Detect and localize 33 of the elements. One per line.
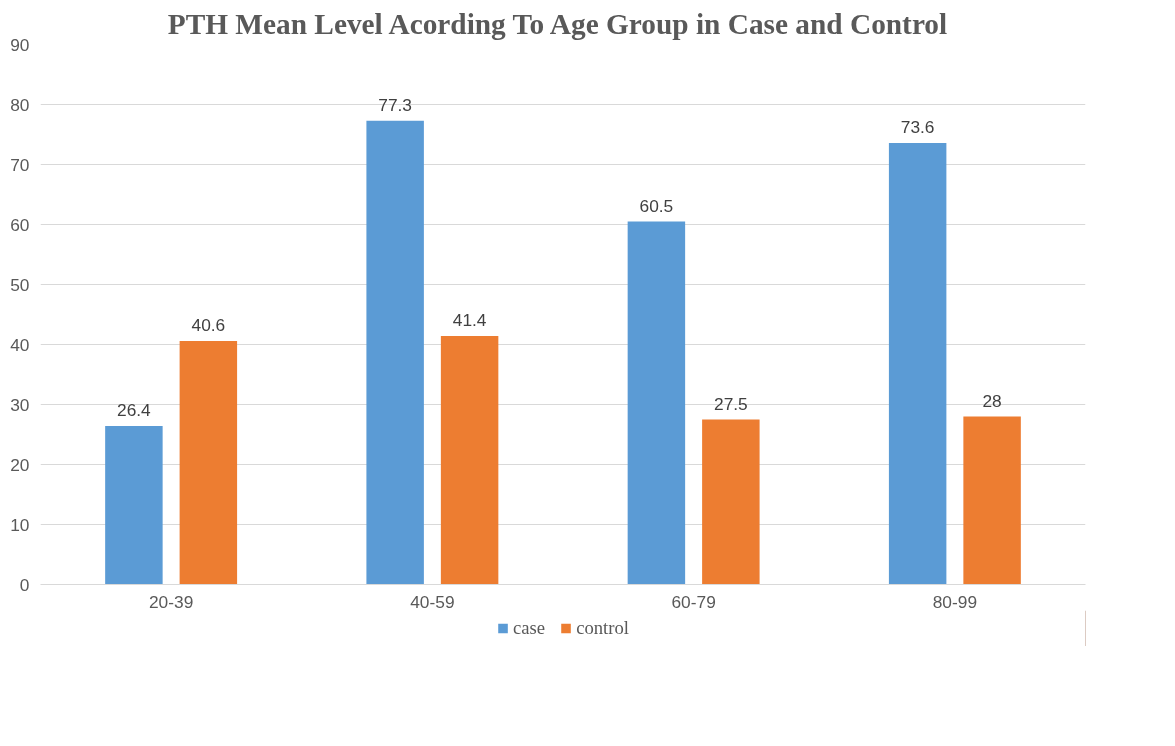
bar	[702, 419, 760, 585]
data-label: 40.6	[191, 314, 226, 335]
x-tick-label: 40-59	[410, 591, 455, 612]
data-label: 60.5	[639, 195, 674, 216]
data-label: 28	[982, 390, 1002, 411]
y-tick-label: 30	[10, 394, 30, 415]
bar	[963, 416, 1021, 585]
data-label: 26.4	[117, 400, 152, 421]
y-tick-label: 50	[10, 274, 30, 295]
y-tick-label: 70	[10, 154, 30, 175]
bar	[179, 340, 238, 585]
y-tick-label: 80	[10, 94, 30, 115]
data-label: 41.4	[452, 310, 487, 331]
y-tick-label: 10	[10, 514, 30, 535]
bar	[366, 120, 424, 585]
y-tick-label: 40	[10, 334, 30, 355]
legend-label: control	[576, 617, 629, 639]
bar	[105, 426, 163, 585]
y-tick-label: 0	[19, 574, 30, 595]
data-label: 77.3	[378, 94, 413, 115]
bar	[440, 336, 499, 585]
y-tick-label: 60	[10, 214, 30, 235]
bar	[888, 142, 947, 585]
legend-label: case	[513, 617, 546, 639]
y-tick-label: 20	[10, 454, 30, 475]
x-tick-label: 20-39	[148, 591, 194, 612]
data-label: 27.5	[713, 393, 748, 414]
data-label: 73.6	[900, 116, 935, 137]
bar	[627, 221, 686, 585]
chart-title: PTH Mean Level Acording To Age Group in Case and Control	[167, 7, 948, 40]
y-tick-label: 90	[10, 34, 30, 55]
x-tick-label: 80-99	[932, 591, 978, 612]
x-tick-label: 60-79	[671, 591, 716, 612]
